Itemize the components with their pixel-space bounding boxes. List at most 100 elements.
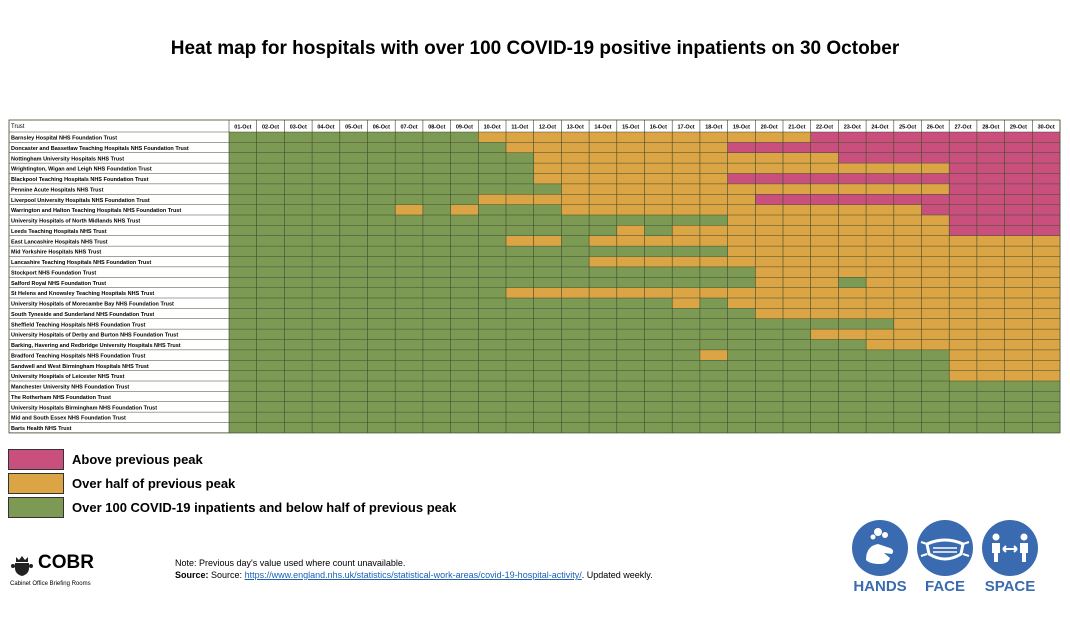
heatmap-cell: [422, 225, 451, 236]
heatmap-cell: [866, 370, 894, 381]
heatmap-cell: [1004, 246, 1033, 257]
space-circle: [982, 520, 1038, 576]
heatmap-cell: [893, 152, 922, 164]
trust-label: Nottingham University Hospitals NHS Trus…: [11, 156, 124, 162]
heatmap-cell: [893, 287, 922, 298]
heatmap-cell: [921, 204, 950, 215]
heatmap-cell: [1004, 152, 1033, 164]
heatmap-cell: [838, 329, 867, 340]
heatmap-cell: [616, 298, 645, 309]
heatmap-cell: [1004, 173, 1033, 184]
trust-label: Sandwell and West Birmingham Hospitals N…: [11, 364, 149, 370]
heatmap-cell: [672, 318, 700, 330]
heatmap-cell: [312, 194, 340, 205]
heatmap-cell: [838, 194, 867, 205]
heatmap-cell: [450, 391, 479, 402]
heatmap-cell: [810, 360, 839, 371]
heatmap-cell: [229, 329, 257, 340]
heatmap-cell: [284, 329, 313, 340]
heatmap-cell: [838, 401, 867, 413]
hand-washing-icon: [866, 528, 894, 564]
heatmap-cell: [589, 381, 617, 392]
heatmap-cell: [256, 183, 285, 195]
heatmap-cell: [367, 142, 396, 153]
heatmap-cell: [312, 152, 340, 164]
heatmap-cell: [893, 329, 922, 340]
heatmap-cell: [1032, 287, 1060, 298]
heatmap-cell: [256, 152, 285, 164]
heatmap-cell: [976, 329, 1005, 340]
heatmap-cell: [450, 142, 479, 153]
heatmap-cell: [616, 183, 645, 195]
heatmap-cell: [1004, 225, 1033, 236]
heatmap-cell: [589, 173, 617, 184]
heatmap-cell: [783, 298, 811, 309]
social-distance-icon: [992, 533, 1028, 562]
heatmap-cell: [450, 349, 479, 361]
heatmap-cell: [616, 256, 645, 267]
heatmap-cell: [561, 173, 590, 184]
heatmap-cell: [949, 152, 977, 164]
heatmap-cell: [672, 152, 700, 164]
heatmap-cell: [589, 339, 617, 350]
heatmap-cell: [921, 287, 950, 298]
heatmap-cell: [893, 266, 922, 278]
heatmap-cell: [478, 225, 506, 236]
chart-title: Heat map for hospitals with over 100 COV…: [170, 38, 900, 59]
heatmap-cell: [1032, 298, 1060, 309]
heatmap-cell: [949, 266, 977, 278]
heatmap-cell: [312, 381, 340, 392]
heatmap-cell: [589, 215, 617, 226]
heatmap-cell: [921, 152, 950, 164]
heatmap-cell: [755, 246, 783, 257]
heatmap-cell: [367, 225, 396, 236]
day-label: 26-Oct: [927, 125, 944, 131]
heatmap-cell: [672, 329, 700, 340]
heatmap-cell: [478, 277, 506, 288]
heatmap-cell: [1004, 360, 1033, 371]
heatmap-cell: [1004, 412, 1033, 423]
heatmap-cell: [561, 277, 590, 288]
heatmap-cell: [478, 183, 506, 195]
heatmap-cell: [339, 287, 368, 298]
heatmap-cell: [616, 204, 645, 215]
day-label: 16-Oct: [650, 125, 667, 131]
heatmap-cell: [312, 266, 340, 278]
heatmap-cell: [783, 142, 811, 153]
heatmap-cell: [727, 163, 756, 174]
heatmap-cell: [727, 215, 756, 226]
heatmap-cell: [395, 173, 423, 184]
heatmap-cell: [699, 132, 728, 143]
heatmap-cell: [783, 422, 811, 433]
heatmap-cell: [561, 215, 590, 226]
source-link[interactable]: https://www.england.nhs.uk/statistics/st…: [244, 570, 582, 580]
heatmap-cell: [672, 360, 700, 371]
heatmap-cell: [672, 277, 700, 288]
heatmap-cell: [755, 391, 783, 402]
heatmap-cell: [339, 277, 368, 288]
heatmap-cell: [256, 142, 285, 153]
heatmap-cell: [866, 391, 894, 402]
heatmap-cell: [367, 370, 396, 381]
heatmap-cell: [755, 277, 783, 288]
heatmap-cell: [976, 266, 1005, 278]
heatmap-cell: [893, 132, 922, 143]
heatmap-cell: [755, 142, 783, 153]
heatmap-cell: [644, 401, 673, 413]
heatmap-cell: [893, 318, 922, 330]
heatmap-cell: [533, 173, 562, 184]
heatmap-cell: [561, 298, 590, 309]
heatmap-cell: [921, 266, 950, 278]
trust-label: Warrington and Halton Teaching Hospitals…: [11, 208, 181, 214]
heatmap-cell: [672, 204, 700, 215]
heatmap-cell: [644, 215, 673, 226]
heatmap-cell: [367, 401, 396, 413]
heatmap-cell: [367, 204, 396, 215]
heatmap-cell: [949, 298, 977, 309]
heatmap-cell: [284, 381, 313, 392]
heatmap-cell: [589, 225, 617, 236]
heatmap-cell: [838, 381, 867, 392]
heatmap-cell: [949, 225, 977, 236]
heatmap-cell: [755, 235, 783, 247]
heatmap-cell: [810, 401, 839, 413]
